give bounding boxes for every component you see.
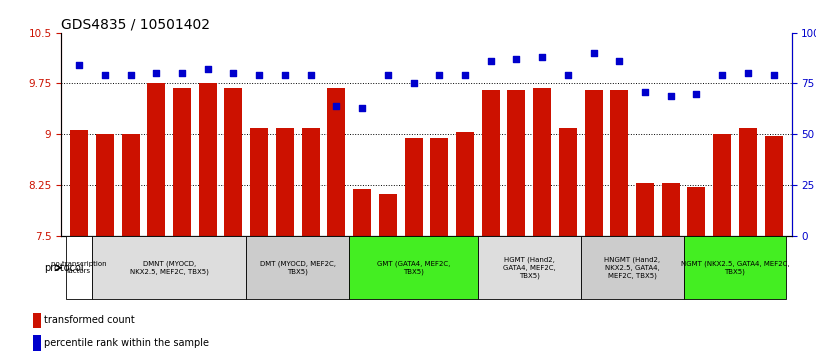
Point [304, 73, 317, 78]
Bar [687, 187, 705, 236]
Text: GDS4835 / 10501402: GDS4835 / 10501402 [61, 17, 211, 32]
Bar [276, 127, 294, 236]
Bar [70, 130, 88, 236]
Text: DMNT (MYOCD,
NKX2.5, MEF2C, TBX5): DMNT (MYOCD, NKX2.5, MEF2C, TBX5) [130, 261, 209, 275]
Bar [581, 236, 684, 299]
Text: protocol: protocol [45, 263, 84, 273]
Bar [199, 83, 217, 236]
Text: GMT (GATA4, MEF2C,
TBX5): GMT (GATA4, MEF2C, TBX5) [377, 261, 450, 275]
Point [767, 73, 780, 78]
Text: HGMT (Hand2,
GATA4, MEF2C,
TBX5): HGMT (Hand2, GATA4, MEF2C, TBX5) [503, 257, 556, 279]
Bar [636, 183, 654, 236]
Point [278, 73, 291, 78]
Point [690, 91, 703, 97]
Point [638, 89, 651, 94]
Bar [353, 189, 371, 236]
Text: percentile rank within the sample: percentile rank within the sample [44, 338, 209, 348]
Bar [610, 90, 628, 236]
Point [407, 81, 420, 86]
Point [381, 73, 394, 78]
Text: transformed count: transformed count [44, 315, 135, 325]
Point [510, 56, 523, 62]
Point [459, 73, 472, 78]
Bar [33, 313, 41, 328]
Point [716, 73, 729, 78]
Point [535, 54, 548, 60]
Bar [251, 127, 268, 236]
Bar [765, 136, 783, 236]
Text: NGMT (NKX2.5, GATA4, MEF2C,
TBX5): NGMT (NKX2.5, GATA4, MEF2C, TBX5) [681, 261, 789, 275]
Bar [96, 134, 114, 236]
Bar [456, 132, 474, 236]
Bar [662, 183, 680, 236]
Point [253, 73, 266, 78]
Point [124, 73, 137, 78]
Point [330, 103, 343, 109]
Bar [224, 88, 242, 236]
Bar [173, 88, 191, 236]
Bar [246, 236, 349, 299]
Bar [122, 134, 140, 236]
Point [202, 66, 215, 72]
Point [432, 73, 446, 78]
Bar [478, 236, 581, 299]
Point [664, 93, 677, 99]
Point [99, 73, 112, 78]
Bar [405, 138, 423, 236]
Point [613, 58, 626, 64]
Bar [684, 236, 787, 299]
Bar [148, 83, 166, 236]
Point [227, 70, 240, 76]
Bar [559, 127, 577, 236]
Point [356, 105, 369, 111]
Bar [349, 236, 478, 299]
Bar [738, 127, 756, 236]
Bar [584, 90, 602, 236]
Bar [327, 88, 345, 236]
Bar [481, 90, 499, 236]
Text: no transcription
factors: no transcription factors [51, 261, 107, 274]
Point [741, 70, 754, 76]
Bar [430, 138, 448, 236]
Bar [508, 90, 526, 236]
Point [73, 62, 86, 68]
Point [561, 73, 574, 78]
Bar [302, 127, 320, 236]
Bar [33, 335, 41, 351]
Bar [379, 194, 397, 236]
Bar [533, 88, 551, 236]
Bar [92, 236, 246, 299]
Text: DMT (MYOCD, MEF2C,
TBX5): DMT (MYOCD, MEF2C, TBX5) [259, 261, 335, 275]
Bar [713, 134, 731, 236]
Text: HNGMT (Hand2,
NKX2.5, GATA4,
MEF2C, TBX5): HNGMT (Hand2, NKX2.5, GATA4, MEF2C, TBX5… [604, 257, 660, 279]
Point [587, 50, 600, 56]
Point [175, 70, 188, 76]
Bar [66, 236, 92, 299]
Point [484, 58, 497, 64]
Point [150, 70, 163, 76]
